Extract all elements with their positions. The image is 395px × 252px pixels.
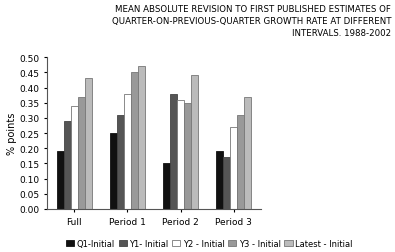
Y-axis label: % points: % points	[7, 112, 17, 155]
Bar	[110, 134, 117, 209]
Bar	[85, 79, 92, 209]
Bar	[57, 152, 64, 209]
Bar	[244, 97, 251, 209]
Bar	[131, 73, 138, 209]
Bar	[71, 106, 78, 209]
Bar	[64, 121, 71, 209]
Bar	[230, 128, 237, 209]
Text: MEAN ABSOLUTE REVISION TO FIRST PUBLISHED ESTIMATES OF
QUARTER-ON-PREVIOUS-QUART: MEAN ABSOLUTE REVISION TO FIRST PUBLISHE…	[111, 5, 391, 38]
Bar	[191, 76, 198, 209]
Bar	[138, 67, 145, 209]
Legend: Q1-Initial, Y1- Initial, Y2 - Initial, Y3 - Initial, Latest - Initial: Q1-Initial, Y1- Initial, Y2 - Initial, Y…	[66, 239, 353, 248]
Bar	[216, 152, 224, 209]
Bar	[170, 94, 177, 209]
Bar	[164, 164, 170, 209]
Bar	[237, 115, 244, 209]
Bar	[184, 103, 191, 209]
Bar	[78, 97, 85, 209]
Bar	[117, 115, 124, 209]
Bar	[124, 94, 131, 209]
Bar	[177, 100, 184, 209]
Bar	[224, 158, 230, 209]
